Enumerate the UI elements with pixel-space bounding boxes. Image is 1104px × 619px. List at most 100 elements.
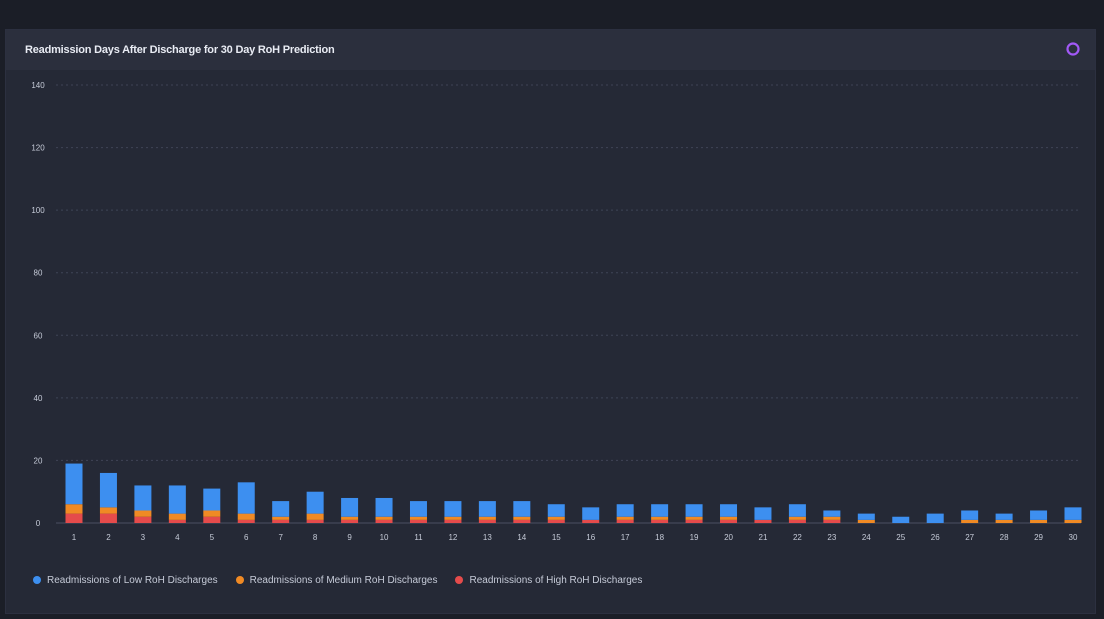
bar-segment-low[interactable]	[616, 504, 634, 517]
legend-item-low[interactable]: Readmissions of Low RoH Discharges	[33, 575, 218, 586]
legend-swatch-low	[33, 576, 41, 584]
x-tick-label: 16	[586, 533, 595, 542]
bar-segment-low[interactable]	[306, 491, 324, 514]
bar-segment-high[interactable]	[237, 519, 255, 523]
bar-segment-medium[interactable]	[961, 519, 979, 523]
bar-segment-medium[interactable]	[720, 516, 738, 520]
bar-segment-low[interactable]	[926, 513, 944, 523]
x-tick-label: 29	[1034, 533, 1043, 542]
bar-segment-medium[interactable]	[513, 516, 531, 520]
bar-segment-low[interactable]	[272, 501, 290, 517]
bar-segment-low[interactable]	[237, 482, 255, 514]
chart-title: Readmission Days After Discharge for 30 …	[25, 44, 335, 56]
x-tick-label: 30	[1069, 533, 1078, 542]
legend-item-medium[interactable]: Readmissions of Medium RoH Discharges	[235, 575, 437, 586]
bar-segment-high[interactable]	[409, 519, 427, 523]
bar-segment-low[interactable]	[478, 501, 496, 517]
bar-segment-high[interactable]	[272, 519, 290, 523]
bar-segment-medium[interactable]	[99, 507, 117, 514]
bar-segment-medium[interactable]	[478, 516, 496, 520]
bar-segment-medium[interactable]	[616, 516, 634, 520]
bar-segment-low[interactable]	[788, 504, 806, 517]
bar-segment-medium[interactable]	[134, 510, 152, 517]
bar-segment-medium[interactable]	[651, 516, 669, 520]
bar-segment-low[interactable]	[375, 497, 393, 517]
bar-segment-low[interactable]	[823, 510, 841, 517]
bar-segment-low[interactable]	[134, 485, 152, 511]
bar-segment-high[interactable]	[823, 519, 841, 523]
settings-button[interactable]	[1063, 39, 1083, 59]
x-tick-label: 4	[175, 533, 180, 542]
bar-segment-high[interactable]	[616, 519, 634, 523]
x-tick-label: 1	[72, 533, 77, 542]
bar-segment-high[interactable]	[444, 519, 462, 523]
bar-segment-high[interactable]	[375, 519, 393, 523]
bar-segment-high[interactable]	[685, 519, 703, 523]
bar-segment-low[interactable]	[65, 463, 83, 505]
bar-segment-medium[interactable]	[306, 513, 324, 520]
bar-segment-high[interactable]	[341, 519, 359, 523]
bar-segment-medium[interactable]	[788, 516, 806, 520]
bar-segment-low[interactable]	[892, 516, 910, 523]
bar-segment-high[interactable]	[306, 519, 324, 523]
bar-segment-high[interactable]	[754, 519, 772, 523]
bar-segment-high[interactable]	[168, 519, 186, 523]
bar-segment-medium[interactable]	[375, 516, 393, 520]
bar-segment-medium[interactable]	[685, 516, 703, 520]
x-tick-label: 18	[655, 533, 664, 542]
bar-segment-medium[interactable]	[65, 504, 83, 514]
bar-segment-high[interactable]	[65, 513, 83, 523]
bar-segment-low[interactable]	[1030, 510, 1048, 520]
bar-segment-high[interactable]	[720, 519, 738, 523]
x-tick-label: 23	[827, 533, 836, 542]
x-tick-label: 11	[414, 533, 423, 542]
x-tick-label: 2	[106, 533, 111, 542]
x-tick-label: 20	[724, 533, 733, 542]
legend-label: Readmissions of Low RoH Discharges	[47, 574, 218, 586]
bar-segment-low[interactable]	[168, 485, 186, 514]
bar-segment-low[interactable]	[685, 504, 703, 517]
bar-segment-low[interactable]	[651, 504, 669, 517]
bar-segment-low[interactable]	[961, 510, 979, 520]
bar-segment-medium[interactable]	[547, 516, 565, 520]
bar-segment-high[interactable]	[582, 519, 600, 523]
bar-segment-low[interactable]	[341, 497, 359, 517]
bar-segment-low[interactable]	[995, 513, 1013, 520]
bar-segment-low[interactable]	[203, 488, 221, 511]
bar-segment-medium[interactable]	[409, 516, 427, 520]
bar-segment-low[interactable]	[409, 501, 427, 517]
bar-segment-high[interactable]	[513, 519, 531, 523]
bar-segment-medium[interactable]	[823, 516, 841, 520]
bar-segment-high[interactable]	[651, 519, 669, 523]
bar-segment-low[interactable]	[1064, 507, 1082, 520]
bar-segment-low[interactable]	[547, 504, 565, 517]
bar-segment-medium[interactable]	[1030, 519, 1048, 523]
bar-segment-low[interactable]	[720, 504, 738, 517]
bar-segment-high[interactable]	[203, 516, 221, 523]
bar-segment-medium[interactable]	[1064, 519, 1082, 523]
x-tick-label: 15	[552, 533, 561, 542]
bar-segment-high[interactable]	[478, 519, 496, 523]
bar-segment-low[interactable]	[99, 472, 117, 508]
bar-segment-low[interactable]	[444, 501, 462, 517]
bar-segment-medium[interactable]	[444, 516, 462, 520]
legend-swatch-high	[455, 576, 464, 584]
bar-segment-medium[interactable]	[995, 519, 1013, 523]
bar-segment-medium[interactable]	[857, 519, 875, 523]
bar-segment-high[interactable]	[547, 519, 565, 523]
x-tick-label: 14	[517, 533, 526, 542]
bar-segment-medium[interactable]	[272, 516, 290, 520]
bar-segment-medium[interactable]	[168, 513, 186, 520]
bar-segment-high[interactable]	[788, 519, 806, 523]
bar-segment-high[interactable]	[99, 513, 117, 523]
bar-segment-high[interactable]	[134, 516, 152, 523]
bar-segment-low[interactable]	[513, 501, 531, 517]
bar-segment-medium[interactable]	[341, 516, 359, 520]
bar-segment-low[interactable]	[582, 507, 600, 520]
bar-segment-medium[interactable]	[237, 513, 255, 520]
legend-item-high[interactable]: Readmissions of High RoH Discharges	[455, 575, 642, 586]
bar-segment-low[interactable]	[754, 507, 772, 520]
y-tick-label: 40	[34, 394, 43, 403]
bar-segment-medium[interactable]	[203, 510, 221, 517]
bar-segment-low[interactable]	[857, 513, 875, 520]
